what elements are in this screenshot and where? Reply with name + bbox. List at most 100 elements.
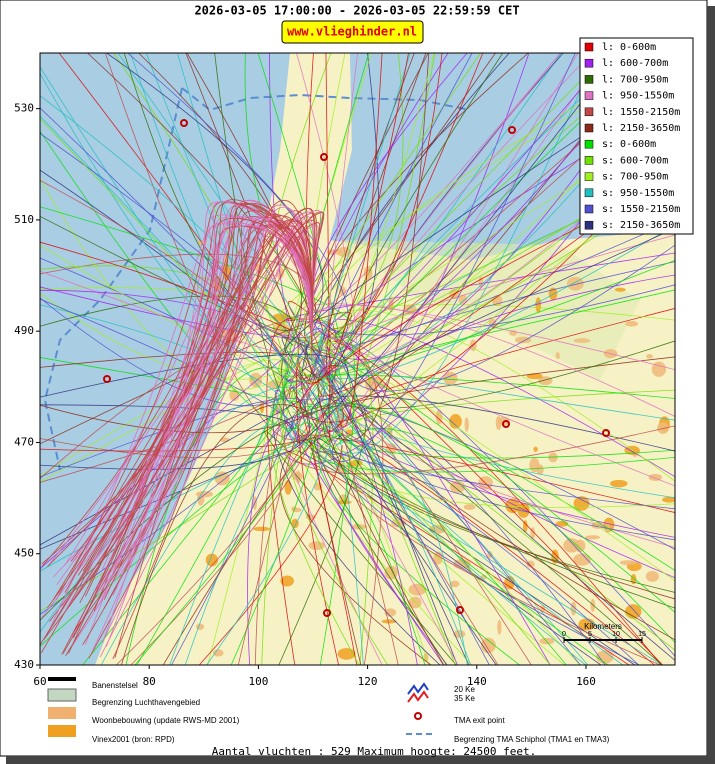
town [453,630,466,638]
airport-boundary-label: Begrenzing Luchthavengebied [92,698,200,707]
flight-track [340,53,430,441]
flight-track [287,439,426,665]
town [514,336,532,344]
flight-track [291,147,675,423]
town [196,623,205,630]
legend-label: l: 0-600m [602,42,656,53]
town [381,619,397,624]
flight-track [283,423,675,475]
flight-track [317,434,520,665]
scale-tick-label: 15 [638,631,646,638]
flight-track [313,224,675,379]
flight-track [307,53,427,385]
exit-point [602,429,610,437]
flight-track [329,53,576,462]
legend-label: s: 700-950m [602,172,668,183]
flight-track [70,225,313,562]
flight-track [309,53,468,341]
town [450,480,465,494]
flight-track [324,403,675,571]
town [449,414,462,429]
town [625,320,639,327]
flight-track [40,443,286,647]
town [458,294,468,305]
legend-swatch [584,123,594,133]
flight-track [41,225,313,567]
flight-track [333,340,675,409]
flight-track [130,361,336,665]
legend-label: l: 700-950m [602,74,668,85]
flight-track [261,339,323,665]
flight-track [40,357,342,410]
flight-track [296,53,620,444]
flight-track [41,225,313,565]
town [384,608,397,617]
x-tick-label: 80 [143,675,156,688]
flight-track [323,422,675,609]
flight-track [340,53,598,454]
flight-track [294,53,629,434]
exit-points [103,119,610,617]
flight-track [280,348,389,665]
legend-swatch [584,156,594,165]
runway-symbol [48,677,76,681]
flight-track [335,440,468,665]
town [526,560,535,568]
legend-swatch [584,91,594,100]
flight-track [313,448,661,665]
legend-label: s: 1550-2150m [602,204,680,215]
town [536,464,544,475]
flight-track [321,410,675,538]
flight-track [317,365,445,665]
flight-track [52,219,313,601]
town [657,422,669,435]
town [574,539,586,553]
flight-track [40,397,306,478]
flight-track [298,429,565,665]
legend-swatch [584,172,594,181]
town [195,490,214,498]
title: 2026-03-05 17:00:00 - 2026-03-05 22:59:5… [194,4,519,18]
housing-symbol [48,707,76,719]
flight-track [121,404,314,665]
flight-track [324,445,551,665]
flight-track [285,75,675,354]
ke20-symbol [407,682,429,695]
x-tick-label: 100 [248,675,268,688]
flight-track [284,53,655,382]
flight-track [288,259,675,383]
flight-track [291,407,675,510]
legend-box [579,37,694,235]
flight-track [134,422,314,665]
legend-swatch [584,42,594,52]
flight-track [301,53,484,385]
frame-shadow [6,756,715,764]
town [555,352,560,360]
flight-track [316,425,448,665]
flight-track [56,209,321,586]
flight-track [315,308,675,432]
flight-track [311,321,551,665]
flight-track [293,304,675,371]
legend-swatch [584,204,594,214]
tma-boundary [43,87,471,471]
flight-track [321,355,586,665]
flight-track [266,318,296,665]
flight-track [162,435,332,665]
legend-label: l: 600-700m [602,58,668,69]
flight-track [270,386,360,665]
x-tick-label: 160 [576,675,596,688]
town [464,417,469,432]
flight-track [40,241,290,330]
flight-track [310,452,675,473]
flight-track [302,411,567,665]
flight-track [321,165,675,440]
runways-label: Banenstelsel [92,681,138,690]
y-tick-label: 450 [14,547,34,560]
town [646,354,653,359]
scale-tick-label: 5 [588,631,592,638]
flight-track [206,357,341,665]
flight-track [290,53,613,389]
